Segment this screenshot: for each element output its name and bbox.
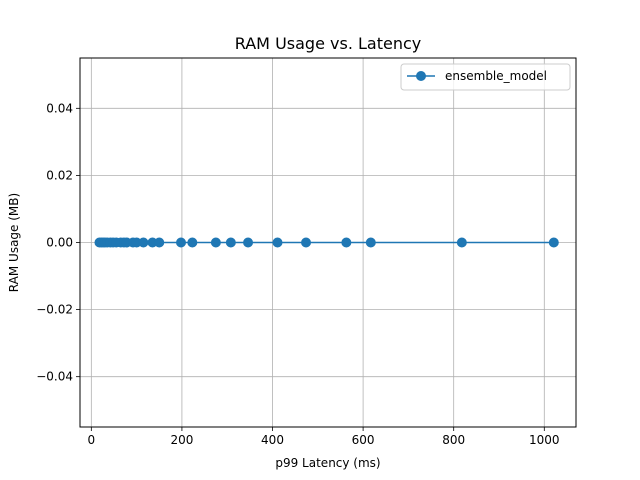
x-axis-label: p99 Latency (ms) [275,456,380,470]
legend: ensemble_model [400,63,571,91]
axis-ticks: 0 200 400 600 800 1000 −0.04 −0.02 0.00 0.02 0.04 [36,101,559,447]
y-axis-label: RAM Usage (MB) [7,193,21,292]
data-point [456,237,467,248]
data-point [301,237,312,248]
data-point [210,237,221,248]
y-tick-label: −0.04 [36,370,73,384]
data-point [548,237,559,248]
x-tick-label: 800 [442,433,465,447]
y-tick-label: 0.02 [46,168,73,182]
data-point [272,237,283,248]
legend-box [400,63,571,91]
data-point [225,237,236,248]
y-tick-label: 0.04 [46,101,73,115]
y-tick-label: −0.02 [36,303,73,317]
legend-label-ensemble-model: ensemble_model [445,69,547,83]
data-point [341,237,352,248]
x-tick-label: 200 [170,433,193,447]
data-point [365,237,376,248]
legend-marker-swatch [416,71,426,81]
x-tick-label: 0 [88,433,96,447]
series-layer [94,237,559,248]
x-tick-label: 600 [352,433,375,447]
data-point [154,237,165,248]
chart-title: RAM Usage vs. Latency [235,34,421,53]
x-tick-label: 1000 [529,433,560,447]
x-tick-label: 400 [261,433,284,447]
data-point [176,237,187,248]
data-point [243,237,254,248]
data-point [138,237,149,248]
y-tick-label: 0.00 [46,236,73,250]
data-point [187,237,198,248]
